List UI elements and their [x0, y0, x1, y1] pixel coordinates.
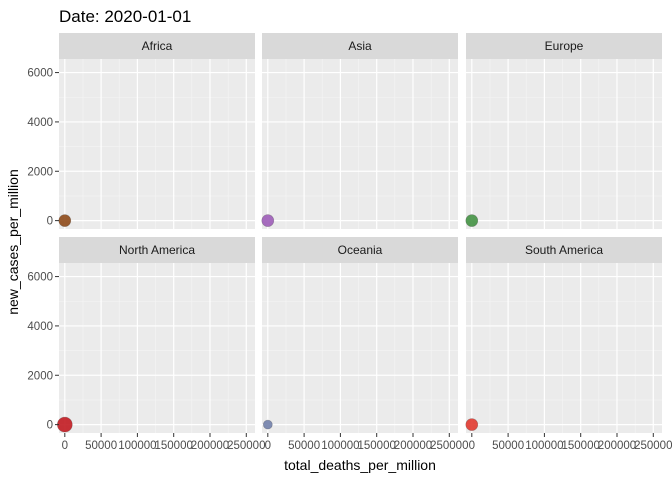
y-tick-label: 2000	[27, 166, 53, 178]
facet-panel: Europe	[465, 33, 662, 229]
panel-background	[59, 263, 255, 433]
x-tick-label: 0	[62, 440, 68, 452]
panel-background	[59, 59, 255, 229]
y-tick-label: 4000	[27, 321, 53, 333]
x-tick-label: 50000	[492, 440, 524, 452]
facet-strip	[59, 237, 255, 263]
y-tick-label: 6000	[27, 68, 53, 80]
facet-strip	[262, 237, 458, 263]
x-tick-label: 200000	[394, 440, 432, 452]
panel-background	[466, 59, 662, 229]
y-tick-label: 4000	[27, 117, 53, 129]
data-point	[465, 214, 479, 227]
y-tick-label: 0	[47, 216, 53, 228]
facet-strip	[262, 33, 458, 59]
facet-strip	[466, 33, 662, 59]
x-tick-label: 250000	[227, 440, 265, 452]
panel-background	[466, 263, 662, 433]
y-tick-label: 2000	[27, 370, 53, 382]
x-tick-label: 150000	[155, 440, 193, 452]
x-axis-label: total_deaths_per_million	[284, 457, 436, 473]
x-tick-label: 0	[469, 440, 475, 452]
x-tick-label: 100000	[525, 440, 563, 452]
x-tick-label: 100000	[321, 440, 359, 452]
facet-panel: Africa	[58, 33, 255, 229]
facet-panel: South America	[465, 237, 662, 433]
x-tick-label: 200000	[191, 440, 229, 452]
y-axis-label: new_cases_per_million	[5, 169, 21, 315]
x-tick-label: 200000	[598, 440, 636, 452]
facet-strip	[59, 33, 255, 59]
facet-strip	[466, 237, 662, 263]
facet-label: Europe	[545, 39, 584, 53]
x-tick-label: 50000	[85, 440, 117, 452]
y-tick-label: 0	[47, 420, 53, 432]
facet-panel: Oceania	[262, 237, 458, 433]
x-tick-label: 0	[265, 440, 271, 452]
x-tick-label: 50000	[288, 440, 320, 452]
facet-label: Africa	[142, 39, 173, 53]
y-tick-label: 6000	[27, 272, 53, 284]
data-point	[58, 214, 72, 227]
data-point	[261, 214, 275, 227]
data-point	[57, 416, 73, 433]
x-tick-label: 250000	[430, 440, 468, 452]
panel-background	[262, 263, 458, 433]
x-tick-label: 250000	[634, 440, 672, 452]
facet-label: Asia	[348, 39, 372, 53]
chart-title: Date: 2020-01-01	[59, 7, 191, 26]
x-tick-label: 100000	[118, 440, 156, 452]
x-tick-label: 150000	[562, 440, 600, 452]
facet-label: North America	[119, 243, 195, 257]
data-point	[465, 418, 479, 431]
panel-background	[262, 59, 458, 229]
facet-panel: Asia	[261, 33, 458, 229]
facet-label: Oceania	[338, 243, 383, 257]
facet-panel: North America	[57, 237, 255, 433]
data-point	[263, 419, 273, 430]
facet-label: South America	[525, 243, 603, 257]
x-tick-label: 150000	[358, 440, 396, 452]
